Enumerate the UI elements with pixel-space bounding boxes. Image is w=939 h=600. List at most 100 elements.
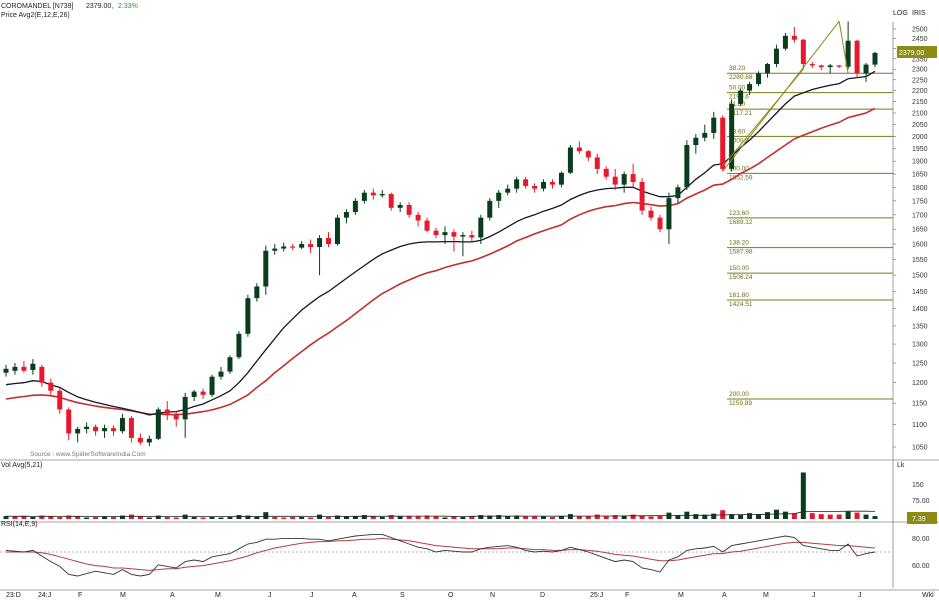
price-tick-label: 2500 bbox=[912, 27, 928, 34]
volume-bar bbox=[57, 517, 63, 519]
x-tick-label: J bbox=[858, 592, 862, 599]
fib-pct-label: 138.20 bbox=[729, 240, 749, 247]
candle-up bbox=[702, 132, 708, 138]
volume-badge-text: 7.39 bbox=[912, 516, 926, 523]
candle-up bbox=[773, 48, 779, 64]
volume-bar bbox=[782, 511, 788, 519]
candle-up bbox=[272, 248, 278, 251]
candle-down bbox=[818, 65, 824, 68]
volume-bar bbox=[84, 517, 90, 519]
candle-up bbox=[102, 428, 108, 432]
volume-bar bbox=[308, 517, 314, 519]
volume-bar bbox=[621, 515, 627, 519]
volume-bar bbox=[487, 515, 493, 519]
candle-up bbox=[191, 391, 197, 397]
candle-up bbox=[442, 232, 448, 236]
price-tick-label: 2350 bbox=[912, 56, 928, 63]
rsi-label: RSI(14,E,9) bbox=[1, 521, 38, 528]
volume-bar bbox=[406, 516, 412, 519]
volume-bar bbox=[747, 513, 753, 519]
candle-up bbox=[782, 35, 788, 49]
candle-down bbox=[469, 235, 475, 238]
volume-bar bbox=[12, 516, 18, 519]
candle-down bbox=[585, 151, 591, 158]
iris-label[interactable]: IRIS bbox=[912, 10, 926, 17]
volume-bar bbox=[397, 516, 403, 519]
x-tick-label: 23:D bbox=[6, 592, 21, 599]
x-tick-label: D bbox=[540, 592, 545, 599]
x-tick-label: J bbox=[268, 592, 272, 599]
candle-down bbox=[406, 205, 412, 215]
price-tick-label: 1350 bbox=[912, 323, 928, 330]
volume-bar bbox=[603, 516, 609, 519]
volume-unit: Lk bbox=[897, 462, 905, 469]
fib-pct-label: 38.20 bbox=[729, 65, 746, 72]
candle-up bbox=[119, 418, 125, 432]
fib-pct-label: 61.80 bbox=[729, 101, 746, 108]
price-tick-label: 2300 bbox=[912, 67, 928, 74]
candle-up bbox=[379, 194, 385, 196]
candle-down bbox=[39, 366, 45, 383]
price-tick-label: 1750 bbox=[912, 198, 928, 205]
candle-up bbox=[352, 200, 358, 213]
x-tick-label: M bbox=[215, 592, 221, 599]
log-label[interactable]: LOG bbox=[893, 10, 908, 17]
candle-up bbox=[3, 368, 9, 373]
candles bbox=[3, 21, 878, 447]
wk-label[interactable]: Wkl bbox=[922, 592, 934, 599]
candle-up bbox=[514, 179, 520, 189]
volume-bar bbox=[451, 516, 457, 519]
fib-value-label: 1587.98 bbox=[729, 249, 753, 256]
volume-bar bbox=[93, 517, 99, 519]
volume-bar bbox=[576, 516, 582, 519]
candle-down bbox=[532, 185, 538, 189]
x-tick-label: N bbox=[490, 592, 495, 599]
candle-down bbox=[424, 220, 430, 231]
volume-bar bbox=[478, 515, 484, 519]
x-tick-label: F bbox=[625, 592, 629, 599]
candle-down bbox=[630, 174, 636, 182]
candle-up bbox=[361, 192, 367, 201]
candle-up bbox=[675, 187, 681, 199]
candle-down bbox=[137, 437, 143, 443]
candle-up bbox=[684, 145, 690, 188]
volume-bar bbox=[612, 515, 618, 519]
candle-up bbox=[711, 117, 717, 133]
candle-up bbox=[460, 235, 466, 237]
volume-bar bbox=[290, 517, 296, 519]
candle-down bbox=[576, 147, 582, 152]
volume-badge bbox=[907, 512, 937, 524]
volume-bar bbox=[111, 517, 117, 519]
volume-bar bbox=[326, 517, 332, 519]
x-tick-label: S bbox=[400, 592, 405, 599]
volume-bar bbox=[352, 516, 358, 519]
price-tick-label: 1500 bbox=[912, 273, 928, 280]
candle-down bbox=[66, 409, 72, 434]
source-label: Source : www.SpiderSoftwareIndia.Com bbox=[30, 451, 146, 458]
fib-value-label: 1506.24 bbox=[729, 274, 753, 281]
candle-up bbox=[567, 147, 573, 173]
vol-tick-75: 75.00 bbox=[912, 498, 930, 505]
candle-down bbox=[21, 366, 27, 371]
price-tick-label: 1600 bbox=[912, 242, 928, 249]
candle-down bbox=[370, 192, 376, 196]
candle-up bbox=[209, 376, 215, 395]
candle-up bbox=[729, 103, 735, 169]
candle-up bbox=[756, 73, 762, 85]
candle-down bbox=[648, 210, 654, 218]
price-tick-label: 2450 bbox=[912, 36, 928, 43]
volume-bar bbox=[3, 516, 9, 519]
fib-value-label: 1852.59 bbox=[729, 174, 753, 181]
volume-bar bbox=[218, 517, 224, 519]
price-tick-label: 1650 bbox=[912, 227, 928, 234]
candle-up bbox=[236, 333, 242, 358]
volume-avg-line bbox=[5, 510, 876, 518]
volume-bar bbox=[756, 514, 762, 519]
candle-up bbox=[487, 200, 493, 218]
volume-bar bbox=[415, 516, 421, 519]
candle-down bbox=[173, 413, 179, 420]
candle-up bbox=[254, 286, 260, 299]
volume-bar bbox=[272, 517, 278, 519]
candle-down bbox=[451, 232, 457, 237]
